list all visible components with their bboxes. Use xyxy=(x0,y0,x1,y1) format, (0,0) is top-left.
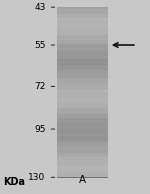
Bar xyxy=(57,7,107,177)
Text: 43: 43 xyxy=(34,3,46,12)
Text: A: A xyxy=(79,175,86,185)
Text: 55: 55 xyxy=(34,41,46,49)
Text: KDa: KDa xyxy=(3,177,25,187)
Text: 95: 95 xyxy=(34,125,46,134)
Text: 130: 130 xyxy=(28,173,46,182)
Bar xyxy=(59,38,106,52)
Text: 72: 72 xyxy=(34,82,46,91)
